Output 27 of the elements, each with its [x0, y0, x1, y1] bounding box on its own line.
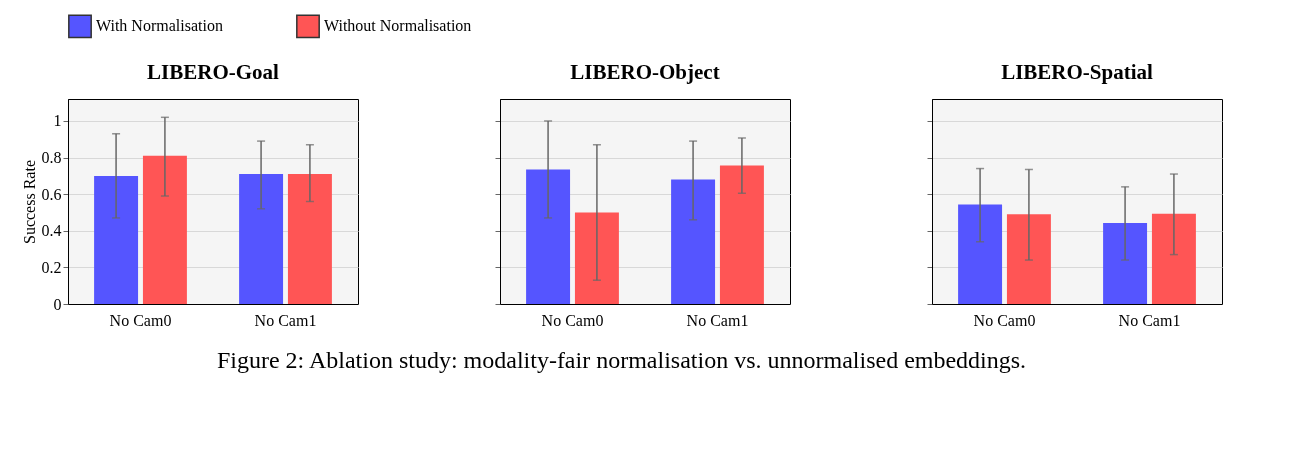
bar — [1103, 222, 1148, 304]
y-tick-label: 0 — [53, 295, 62, 313]
bar — [526, 169, 571, 304]
bar — [958, 204, 1003, 304]
legend-label: Without Normalisation — [324, 17, 472, 35]
x-tick-label: No Cam0 — [109, 311, 172, 329]
y-tick-label: 0.4 — [41, 222, 62, 240]
x-tick-label: No Cam1 — [686, 311, 749, 329]
chart-title: LIBERO-Spatial — [1001, 60, 1154, 84]
bar — [1151, 213, 1196, 304]
bar — [574, 212, 619, 304]
bar — [1006, 214, 1051, 304]
y-tick-label: 0.8 — [41, 149, 62, 167]
bar — [719, 165, 764, 304]
legend-label: With Normalisation — [96, 17, 223, 35]
y-tick-label: 0.6 — [41, 185, 62, 203]
x-tick-label: No Cam0 — [973, 311, 1036, 329]
caption: Figure 2: Ablation study: modality-fair normalisation vs. unnormalised embeddings. — [216, 346, 1027, 373]
x-tick-label: No Cam1 — [1118, 311, 1181, 329]
chart-title: LIBERO-Goal — [147, 60, 280, 84]
x-tick-label: No Cam1 — [254, 311, 317, 329]
y-tick-label: 1 — [53, 112, 62, 130]
x-tick-label: No Cam0 — [541, 311, 604, 329]
chart-title: LIBERO-Object — [570, 60, 720, 84]
y-tick-label: 0.2 — [41, 258, 62, 276]
y-axis-title: Success Rate — [20, 160, 38, 244]
bar — [671, 179, 716, 304]
